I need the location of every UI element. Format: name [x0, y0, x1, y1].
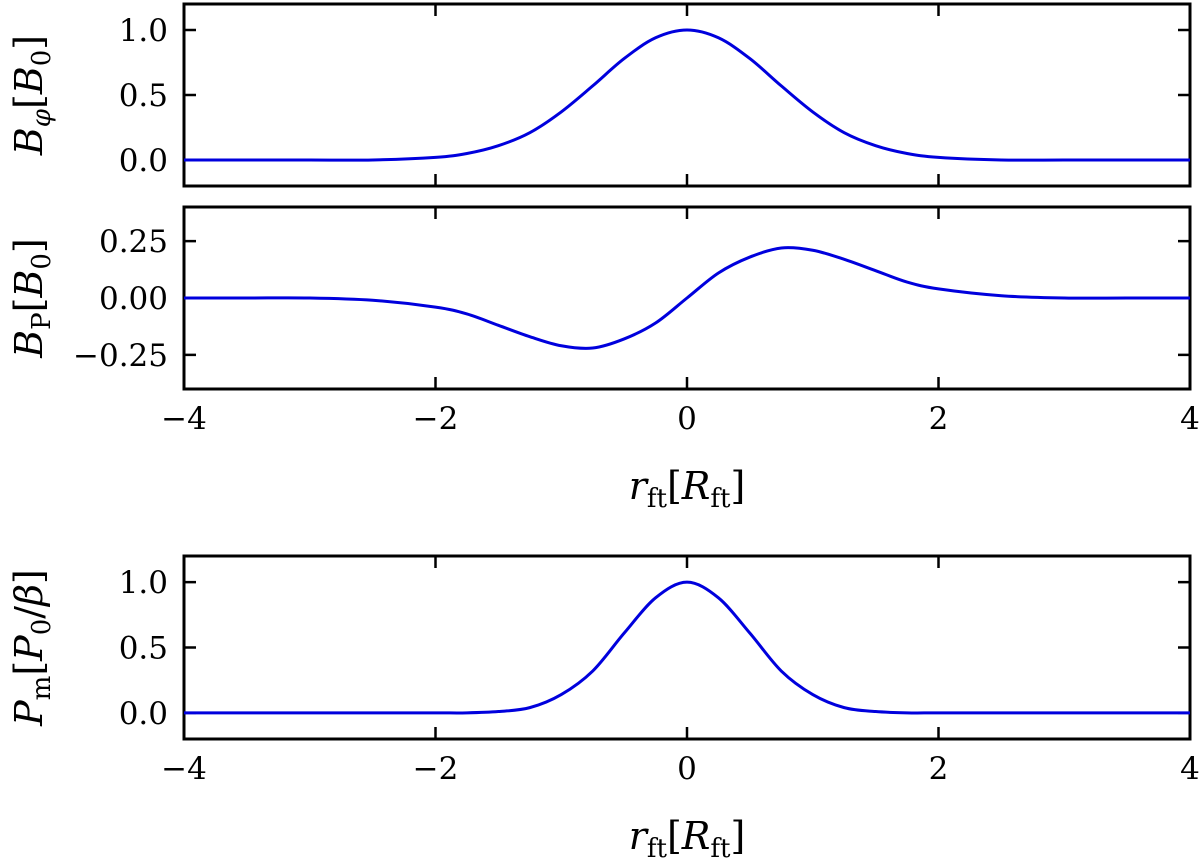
x-tick-label: 4 [1180, 751, 1200, 787]
panel-1-series-line [183, 28, 1190, 162]
y-tick-label: 0.5 [119, 78, 168, 114]
panel-3-series-line [184, 580, 1190, 715]
y-tick-label: 0.0 [119, 143, 168, 179]
x-tick-label: −4 [161, 751, 207, 787]
panel-1-ylabel: Bφ​[B0​] [7, 35, 57, 156]
x-tick-label: −4 [161, 401, 207, 437]
x-tick-label: 0 [677, 401, 697, 437]
y-tick-label: 1.0 [119, 565, 168, 601]
panel-2-xlabel: rft​[Rft​] [629, 464, 746, 514]
y-tick-label: 1.0 [119, 13, 168, 49]
panel-2-ylabel: BP​[B0​] [7, 238, 57, 359]
y-tick-label: 0.5 [119, 631, 168, 667]
y-tick-label: −0.25 [73, 338, 168, 374]
x-tick-label: −2 [413, 751, 459, 787]
x-tick-label: 0 [677, 751, 697, 787]
y-tick-label: 0.25 [99, 224, 168, 260]
x-tick-label: 2 [929, 401, 949, 437]
x-tick-label: 4 [1180, 401, 1200, 437]
x-tick-label: 2 [929, 751, 949, 787]
x-tick-label: −2 [413, 401, 459, 437]
panel-3-xlabel: rft​[Rft​] [629, 814, 746, 858]
y-tick-label: 0.0 [119, 696, 168, 732]
y-tick-label: 0.00 [99, 281, 168, 317]
panel-3-ylabel: Pm​[P0​/β] [7, 569, 57, 727]
panel-2-series-line [183, 246, 1190, 350]
